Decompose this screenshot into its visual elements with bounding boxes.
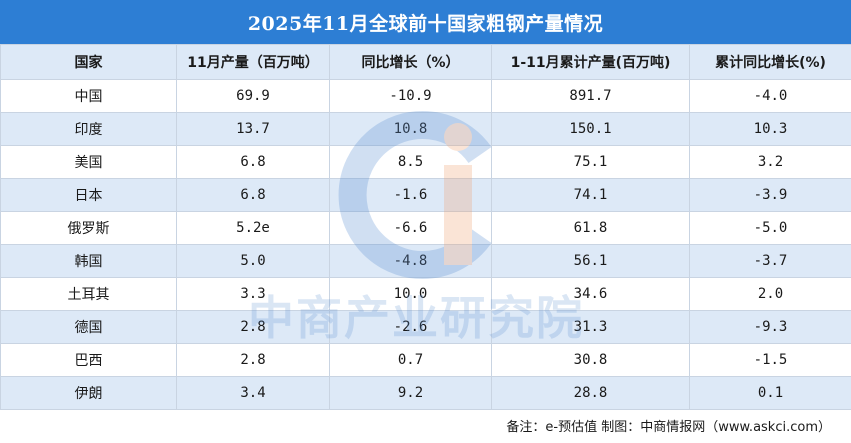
- cell-cumulative-growth: 3.2: [689, 145, 851, 179]
- cell-yoy-growth: -6.6: [329, 211, 492, 245]
- cell-yoy-growth: 0.7: [329, 343, 492, 377]
- table-row: 俄罗斯 5.2e -6.6 61.8 -5.0: [0, 211, 851, 245]
- table-row: 日本 6.8 -1.6 74.1 -3.9: [0, 178, 851, 212]
- steel-output-table: 国家 11月产量（百万吨） 同比增长（%） 1-11月累计产量(百万吨) 累计同…: [0, 44, 851, 410]
- cell-cumulative-output: 31.3: [491, 310, 690, 344]
- cell-yoy-growth: -10.9: [329, 79, 492, 113]
- cell-country: 伊朗: [0, 376, 177, 410]
- header-country: 国家: [0, 44, 177, 80]
- table-row: 美国 6.8 8.5 75.1 3.2: [0, 145, 851, 179]
- cell-yoy-growth: 10.0: [329, 277, 492, 311]
- cell-cumulative-output: 75.1: [491, 145, 690, 179]
- table-row: 巴西 2.8 0.7 30.8 -1.5: [0, 343, 851, 377]
- cell-nov-output: 6.8: [176, 178, 330, 212]
- cell-cumulative-output: 891.7: [491, 79, 690, 113]
- table-row: 韩国 5.0 -4.8 56.1 -3.7: [0, 244, 851, 278]
- cell-nov-output: 2.8: [176, 310, 330, 344]
- cell-country: 韩国: [0, 244, 177, 278]
- cell-yoy-growth: 8.5: [329, 145, 492, 179]
- cell-country: 巴西: [0, 343, 177, 377]
- cell-country: 俄罗斯: [0, 211, 177, 245]
- source-footnote: 备注：e-预估值 制图：中商情报网（www.askci.com）: [506, 420, 831, 435]
- cell-cumulative-output: 150.1: [491, 112, 690, 146]
- cell-yoy-growth: -4.8: [329, 244, 492, 278]
- cell-country: 土耳其: [0, 277, 177, 311]
- table-header-row: 国家 11月产量（百万吨） 同比增长（%） 1-11月累计产量(百万吨) 累计同…: [0, 44, 851, 80]
- cell-cumulative-output: 74.1: [491, 178, 690, 212]
- cell-nov-output: 3.4: [176, 376, 330, 410]
- cell-cumulative-growth: -1.5: [689, 343, 851, 377]
- cell-cumulative-growth: 0.1: [689, 376, 851, 410]
- cell-yoy-growth: 9.2: [329, 376, 492, 410]
- cell-nov-output: 2.8: [176, 343, 330, 377]
- cell-cumulative-output: 56.1: [491, 244, 690, 278]
- cell-cumulative-growth: -3.7: [689, 244, 851, 278]
- table-row: 伊朗 3.4 9.2 28.8 0.1: [0, 376, 851, 410]
- cell-country: 德国: [0, 310, 177, 344]
- cell-nov-output: 5.0: [176, 244, 330, 278]
- table-row: 中国 69.9 -10.9 891.7 -4.0: [0, 79, 851, 113]
- cell-cumulative-growth: -9.3: [689, 310, 851, 344]
- cell-yoy-growth: 10.8: [329, 112, 492, 146]
- header-cumulative-output: 1-11月累计产量(百万吨): [491, 44, 690, 80]
- cell-cumulative-output: 34.6: [491, 277, 690, 311]
- cell-cumulative-growth: -5.0: [689, 211, 851, 245]
- cell-country: 美国: [0, 145, 177, 179]
- cell-nov-output: 5.2e: [176, 211, 330, 245]
- cell-yoy-growth: -1.6: [329, 178, 492, 212]
- cell-country: 中国: [0, 79, 177, 113]
- table-row: 印度 13.7 10.8 150.1 10.3: [0, 112, 851, 146]
- cell-country: 日本: [0, 178, 177, 212]
- cell-country: 印度: [0, 112, 177, 146]
- page-title: 2025年11月全球前十国家粗钢产量情况: [0, 0, 851, 44]
- cell-cumulative-growth: -3.9: [689, 178, 851, 212]
- cell-nov-output: 6.8: [176, 145, 330, 179]
- header-nov-output: 11月产量（百万吨）: [176, 44, 330, 80]
- header-yoy-growth: 同比增长（%）: [329, 44, 492, 80]
- cell-cumulative-output: 28.8: [491, 376, 690, 410]
- cell-nov-output: 13.7: [176, 112, 330, 146]
- cell-cumulative-growth: 10.3: [689, 112, 851, 146]
- cell-cumulative-growth: 2.0: [689, 277, 851, 311]
- header-cumulative-growth: 累计同比增长(%): [689, 44, 851, 80]
- cell-nov-output: 69.9: [176, 79, 330, 113]
- cell-yoy-growth: -2.6: [329, 310, 492, 344]
- cell-cumulative-growth: -4.0: [689, 79, 851, 113]
- cell-nov-output: 3.3: [176, 277, 330, 311]
- table-row: 德国 2.8 -2.6 31.3 -9.3: [0, 310, 851, 344]
- cell-cumulative-output: 30.8: [491, 343, 690, 377]
- table-row: 土耳其 3.3 10.0 34.6 2.0: [0, 277, 851, 311]
- cell-cumulative-output: 61.8: [491, 211, 690, 245]
